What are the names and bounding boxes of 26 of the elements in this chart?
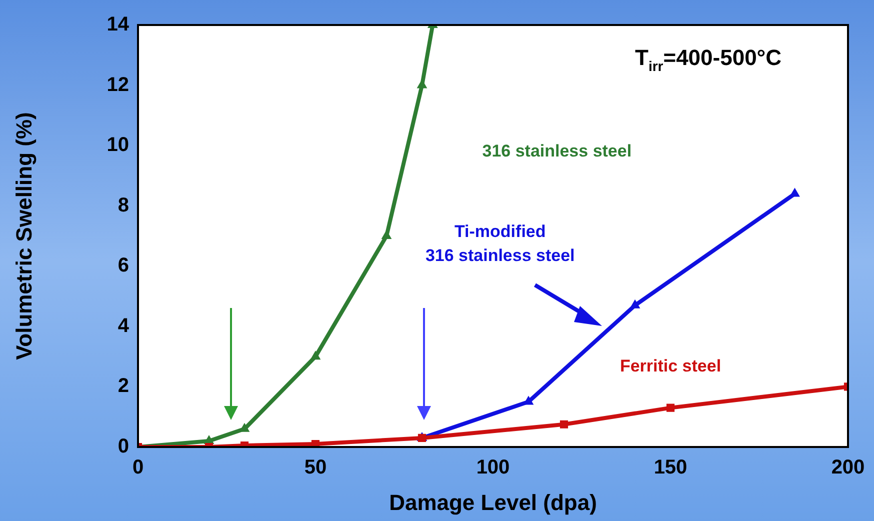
text: Ti-modified 316 stainless steel (425, 222, 575, 266)
point (630, 300, 640, 308)
y-tick-label: 14 (106, 14, 130, 36)
y-tick-label: 10 (106, 134, 129, 156)
point (790, 188, 800, 197)
point (666, 404, 675, 412)
x-tick-label: 0 (132, 456, 144, 479)
x-tick-label: 50 (304, 456, 327, 479)
y-tick-label: 12 (106, 74, 129, 96)
y-tick-label: 8 (118, 194, 129, 216)
text: 316 stainless steel (482, 141, 632, 160)
point (417, 80, 427, 88)
x-axis-title: Damage Level (dpa) (389, 490, 597, 515)
y-axis-title: Volumetric Swelling (%) (11, 112, 36, 360)
x-tick-label: 150 (654, 456, 688, 479)
y-tick-label: 6 (118, 254, 129, 277)
y-tick-label: 0 (118, 436, 129, 458)
y-tick-label: 2 (118, 375, 129, 398)
point (524, 396, 534, 405)
series-label: Ferritic steel (620, 356, 722, 376)
point (560, 420, 568, 428)
x-tick-label: 100 (476, 456, 510, 479)
x-tick-label: 200 (831, 456, 865, 479)
point (382, 230, 392, 239)
point (310, 351, 320, 360)
y-tick-label: 4 (118, 314, 130, 337)
